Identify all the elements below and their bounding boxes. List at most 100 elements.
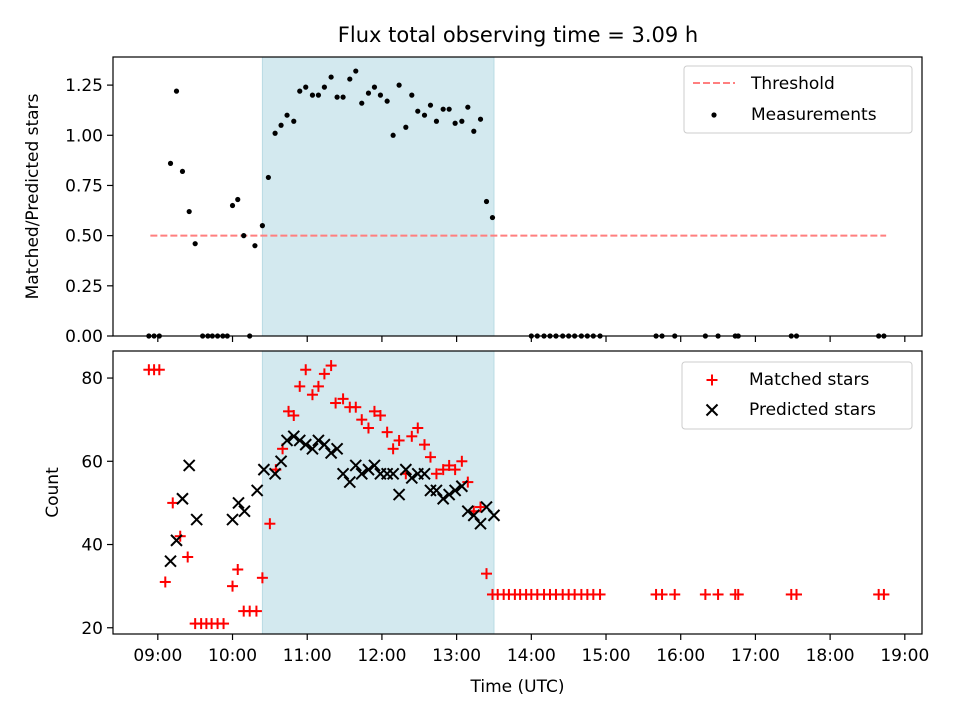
measurements-legend-label: Measurements — [751, 105, 877, 125]
matched-star-point — [294, 380, 306, 392]
measurement-point — [483, 198, 490, 205]
predicted-star-point — [461, 505, 475, 518]
measurement-point — [359, 100, 365, 106]
matched-star-point — [250, 605, 262, 617]
bottom-y-tick-label: 40 — [81, 536, 103, 556]
measurement-point — [446, 106, 452, 112]
matched-star-point — [356, 414, 368, 426]
measurement-point — [403, 124, 409, 130]
chart-title: Flux total observing time = 3.09 h — [338, 23, 698, 47]
top-y-tick-label: 1.00 — [65, 126, 103, 146]
matched-star-point — [594, 588, 606, 600]
matched-star-point — [300, 364, 312, 376]
x-tick-label: 17:00 — [731, 646, 780, 666]
matched-star-point — [393, 434, 405, 446]
measurement-point — [471, 128, 477, 134]
matched-star-point — [791, 588, 803, 600]
measurement-point — [427, 102, 434, 108]
x-tick-label: 18:00 — [806, 646, 855, 666]
bottom-axes-frame — [112, 350, 923, 635]
measurement-point — [265, 174, 271, 181]
measurement-point — [353, 68, 359, 74]
measurement-point — [334, 94, 340, 100]
observing-window-span — [261, 350, 495, 635]
predicted-star-point — [164, 554, 177, 568]
predicted-star-point — [287, 430, 300, 443]
measurement-point — [241, 233, 247, 239]
predicted-star-point — [362, 463, 375, 476]
bottom-y-tick-label: 80 — [81, 369, 103, 389]
predicted-star-point — [176, 492, 189, 505]
measurement-point — [309, 92, 316, 98]
predicted-star-point — [238, 505, 251, 518]
measurement-point — [173, 88, 180, 94]
measurement-point — [186, 208, 192, 215]
measurement-point — [440, 106, 446, 112]
bottom-legend: Matched stars Predicted stars — [681, 361, 913, 430]
measurement-point — [465, 104, 471, 110]
matched-star-point — [218, 618, 230, 630]
matched-star-point — [264, 518, 276, 530]
predicted-star-point — [280, 434, 294, 447]
predicted-star-point — [343, 475, 357, 489]
x-tick-label: 19:00 — [880, 646, 929, 666]
predicted-star-point — [170, 534, 183, 547]
matched-star-point — [374, 410, 386, 422]
matched-star-point — [699, 588, 711, 600]
predicted-star-point — [455, 480, 469, 493]
matched-legend-marker — [706, 374, 718, 386]
measurement-point — [371, 84, 378, 90]
matched-star-point — [462, 476, 474, 488]
predicted-star-point — [430, 484, 443, 497]
x-tick-label: 09:00 — [133, 646, 182, 666]
x-tick-label: 11:00 — [283, 646, 332, 666]
top-y-tick-label: 1.25 — [65, 76, 103, 96]
top-y-tick-label: 0.75 — [65, 176, 103, 196]
measurements-legend-symbol — [711, 112, 717, 118]
matched-star-point — [153, 364, 165, 376]
measurement-point — [272, 130, 278, 136]
matched-star-point — [362, 422, 374, 434]
predicted-star-point — [467, 509, 481, 522]
threshold-legend-label: Threshold — [750, 74, 835, 94]
measurement-point — [252, 243, 258, 249]
matched-star-point — [387, 443, 399, 455]
predicted-star-point — [274, 455, 288, 468]
measurement-point — [477, 116, 484, 122]
top-legend: Threshold Measurements — [683, 65, 913, 134]
matched-star-point — [330, 397, 342, 409]
predicted-star-point — [405, 471, 419, 485]
matched-star-point — [381, 426, 393, 438]
matched-star-point — [656, 588, 668, 600]
matched-star-point — [256, 572, 268, 584]
predicted-star-point — [336, 467, 350, 480]
predicted-star-point — [232, 496, 245, 510]
predicted-star-point — [386, 467, 400, 480]
predicted-star-point — [330, 442, 344, 456]
measurement-point — [259, 223, 265, 229]
predicted-star-point — [306, 442, 319, 456]
matched-star-point — [318, 368, 330, 380]
matched-star-point — [337, 393, 349, 405]
matched-star-point — [669, 588, 681, 600]
measurement-point — [284, 112, 290, 118]
predicted-star-point — [349, 459, 362, 472]
matched-star-point — [325, 360, 337, 372]
x-tick-label: 13:00 — [432, 646, 481, 666]
matched-star-point — [430, 468, 442, 480]
matched-star-point — [350, 401, 362, 413]
matched-star-point — [412, 422, 424, 434]
measurement-point — [229, 202, 236, 209]
x-tick-label: 10:00 — [208, 646, 257, 666]
measurement-point — [297, 88, 303, 94]
measurement-point — [192, 241, 198, 247]
bottom-y-axis-ticks: 20 40 60 80 — [81, 369, 113, 639]
predicted-star-point — [257, 463, 271, 476]
matched-star-point — [456, 455, 468, 467]
matched-star-point — [424, 451, 436, 463]
predicted-legend-label: Predicted stars — [749, 400, 876, 420]
matched-star-point — [159, 576, 171, 588]
measurement-point — [328, 74, 334, 80]
matched-star-point — [232, 563, 244, 575]
top-y-tick-label: 0.25 — [65, 277, 103, 297]
